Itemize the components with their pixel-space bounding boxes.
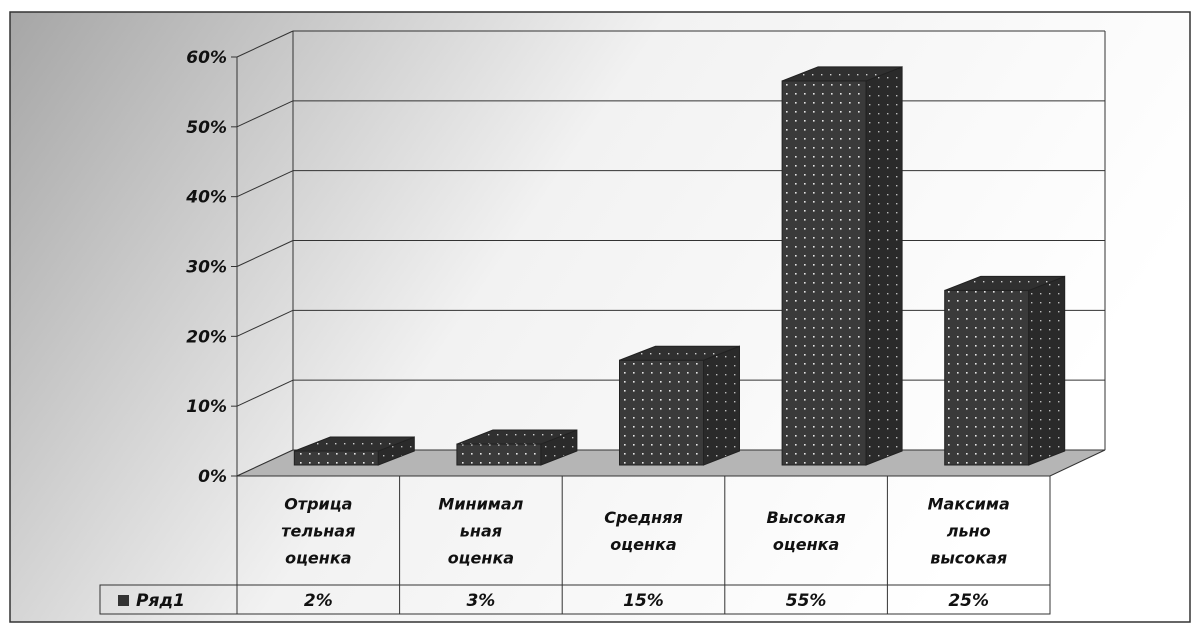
bar-side (1028, 275, 1066, 466)
gridline-side (236, 240, 294, 267)
value-label: 25% (948, 591, 989, 611)
y-tick-label: 30% (186, 258, 227, 278)
value-label: 55% (786, 591, 827, 611)
bar-top (944, 275, 1065, 291)
bar (293, 436, 415, 466)
y-tick-label: 20% (186, 327, 227, 347)
gridline-side (236, 170, 294, 198)
gridline-side (236, 30, 294, 58)
series-name: Ряд1 (136, 591, 185, 611)
value-label: 2% (304, 591, 333, 611)
x-category-label: Высокая оценка (767, 508, 846, 554)
value-label: 3% (466, 591, 495, 611)
y-tick-label: 60% (186, 48, 227, 68)
gridline-side (236, 309, 294, 337)
bar-front (293, 450, 379, 466)
y-tick-label: 50% (186, 118, 227, 138)
bar-front (619, 359, 704, 466)
bar-front (781, 80, 867, 466)
y-tick-label: 40% (185, 188, 227, 208)
x-category-label: Максима льно высокая (928, 495, 1010, 568)
gridline-side (236, 379, 294, 407)
bar-front (944, 289, 1030, 466)
bars (293, 66, 1066, 466)
y-tick-label: 0% (198, 467, 227, 487)
x-category-label: Минимал ьная оценка (438, 495, 523, 568)
gridline-side (236, 100, 294, 128)
bar-front (456, 443, 542, 466)
bar-side (865, 66, 903, 466)
bar-top (619, 345, 740, 361)
bar (944, 275, 1066, 466)
y-tick-label: 10% (186, 397, 227, 417)
bar-top (456, 429, 578, 445)
x-category-label: Средняя оценка (604, 508, 683, 554)
x-category-label: Отрица тельная оценка (281, 495, 355, 568)
value-label: 15% (623, 591, 664, 611)
bar-top (294, 436, 415, 452)
legend-key (118, 595, 129, 606)
bar (456, 429, 578, 466)
bar-top (781, 66, 903, 82)
bar (781, 66, 903, 466)
data-table: Отрица тельная оценка Минимал ьная оценка Сред… (99, 475, 1051, 615)
bar-side (703, 345, 740, 466)
y-axis: 0% 10% 20% 30% 40% 50% 60% (185, 48, 237, 487)
bar (619, 345, 740, 466)
